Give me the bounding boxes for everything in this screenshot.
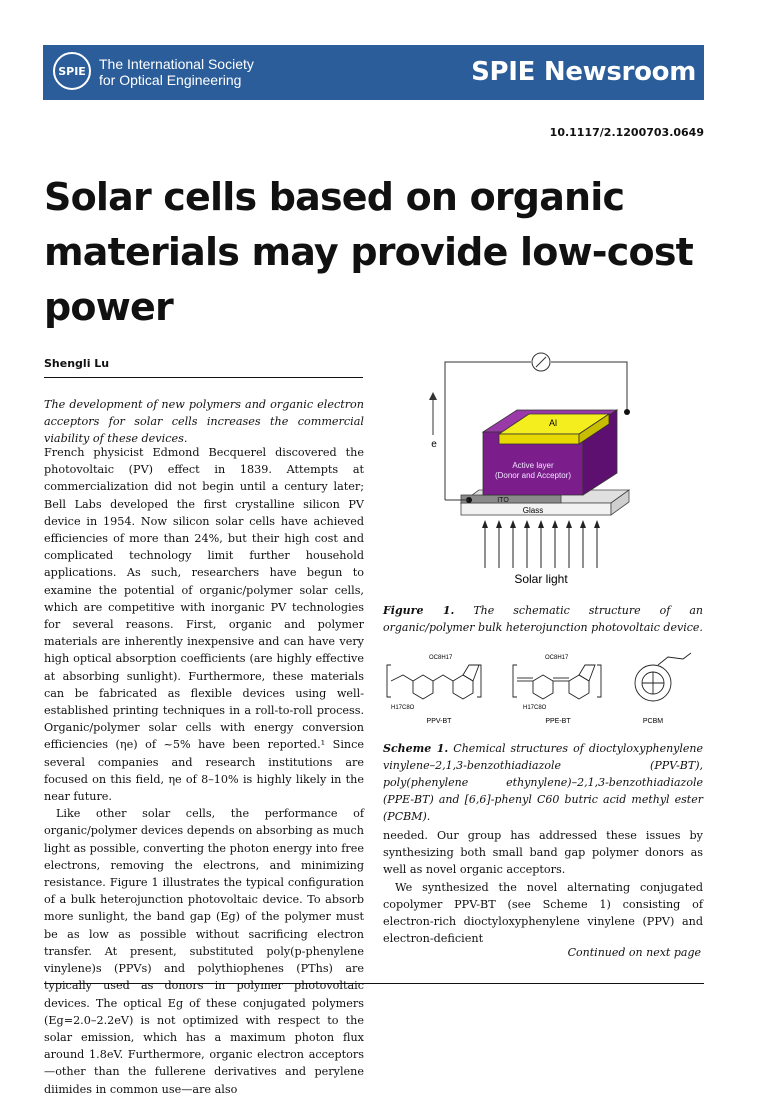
ppv-vinylene-2 (432, 674, 454, 682)
org-name-line2: for Optical Engineering (99, 72, 242, 88)
doi: 10.1117/2.1200703.0649 (549, 126, 704, 139)
author-divider (44, 377, 363, 378)
author-name: Shengli Lu (44, 357, 110, 370)
solar-ray-arrow-icon (580, 520, 586, 528)
electron-label: e (431, 439, 437, 450)
right-column-body: needed. Our group has addressed these is… (383, 827, 703, 947)
figure-1-caption: Figure 1. The schematic structure of an … (383, 602, 703, 636)
abstract-text: The development of new polymers and orga… (44, 398, 364, 446)
spie-logo-icon: SPIE (53, 52, 91, 90)
body-paragraph: We synthesized the novel alternating con… (383, 880, 703, 946)
abstract: The development of new polymers and orga… (44, 396, 364, 448)
active-layer-label: Active layer (512, 461, 554, 470)
scheme-label-ppe-bt: PPE-BT (545, 718, 571, 725)
solar-ray-arrow-icon (594, 520, 600, 528)
al-electrode-side (578, 413, 610, 445)
ppv-bracket-left (386, 664, 391, 698)
solar-ray-arrow-icon (524, 520, 530, 528)
newsroom-title: SPIE Newsroom (471, 57, 696, 87)
glass-side (610, 489, 630, 516)
al-electrode (498, 433, 580, 445)
arrow-head-icon (429, 392, 437, 400)
ppe-bracket-right (597, 664, 602, 698)
solar-ray-arrow-icon (566, 520, 572, 528)
solar-light-label: Solar light (514, 572, 568, 586)
ito-layer (460, 494, 562, 504)
active-layer-sublabel: (Donor and Acceptor) (495, 471, 571, 480)
ito-label: ITO (497, 497, 509, 504)
ppv-substituent-top: OC8H17 (429, 655, 453, 661)
scheme-label-pcbm: PCBM (643, 718, 663, 725)
solar-light-arrows (482, 520, 600, 568)
body-paragraph: needed. Our group has addressed these is… (383, 829, 703, 877)
ppe-bracket-left (512, 664, 517, 698)
ppe-bt-benzene (568, 674, 590, 700)
figure-1-caption-label: Figure 1. (383, 604, 455, 617)
pcbm-side-chain (657, 652, 692, 666)
body-paragraph: French physicist Edmond Becquerel discov… (44, 446, 364, 804)
org-name: The International Society for Optical En… (99, 56, 254, 88)
scheme-label-ppv-bt: PPV-BT (427, 718, 453, 725)
org-name-line1: The International Society (99, 56, 254, 72)
pcbm-fullerene (634, 664, 672, 702)
ppv-bt-thiadiazole (462, 664, 480, 682)
solar-ray-arrow-icon (482, 520, 488, 528)
top-contact-dot (624, 409, 630, 415)
circuit-wire-right (551, 361, 628, 412)
scheme-1-caption-text: Chemical structures of dioctyloxyphenyle… (383, 742, 704, 823)
solar-ray-arrow-icon (496, 520, 502, 528)
circuit-wire-left (444, 361, 531, 500)
meter-needle-icon (535, 356, 547, 368)
header-banner: SPIE The International Society for Optic… (43, 45, 704, 100)
ppe-bt-thiadiazole (578, 664, 596, 682)
ppv-bt-benzene (452, 674, 474, 700)
ppv-bracket-right (477, 664, 482, 698)
left-column-body: French physicist Edmond Becquerel discov… (44, 444, 364, 1098)
solar-ray-arrow-icon (510, 520, 516, 528)
glass-label: Glass (523, 506, 543, 515)
body-paragraph: Like other solar cells, the performance … (44, 807, 364, 1096)
scheme-1-caption: Scheme 1. Chemical structures of dioctyl… (383, 740, 703, 825)
al-label: Al (549, 418, 557, 428)
figure-1-caption-text: The schematic structure of an organic/po… (383, 604, 703, 634)
article-title: Solar cells based on organic materials m… (44, 175, 694, 329)
continued-note: Continued on next page (567, 946, 701, 959)
figure-1-device-schematic: e Glass ITO Active layer (Donor and Acce… (429, 352, 631, 586)
ppe-benzene (532, 674, 554, 700)
scheme-1-chemical-structures: OC8H17 H17C8O OC8H17 H17C8O PPV-BT PPE-B… (386, 652, 692, 725)
scheme-1-caption-label: Scheme 1. (383, 742, 449, 755)
ppv-substituent-bottom: H17C8O (391, 705, 415, 711)
footer-divider (44, 983, 704, 984)
ppv-benzene (412, 674, 434, 700)
ppv-vinylene (390, 674, 414, 682)
solar-ray-arrow-icon (538, 520, 544, 528)
ppe-substituent-bottom: H17C8O (523, 705, 547, 711)
ppe-substituent-top: OC8H17 (545, 655, 569, 661)
solar-ray-arrow-icon (552, 520, 558, 528)
